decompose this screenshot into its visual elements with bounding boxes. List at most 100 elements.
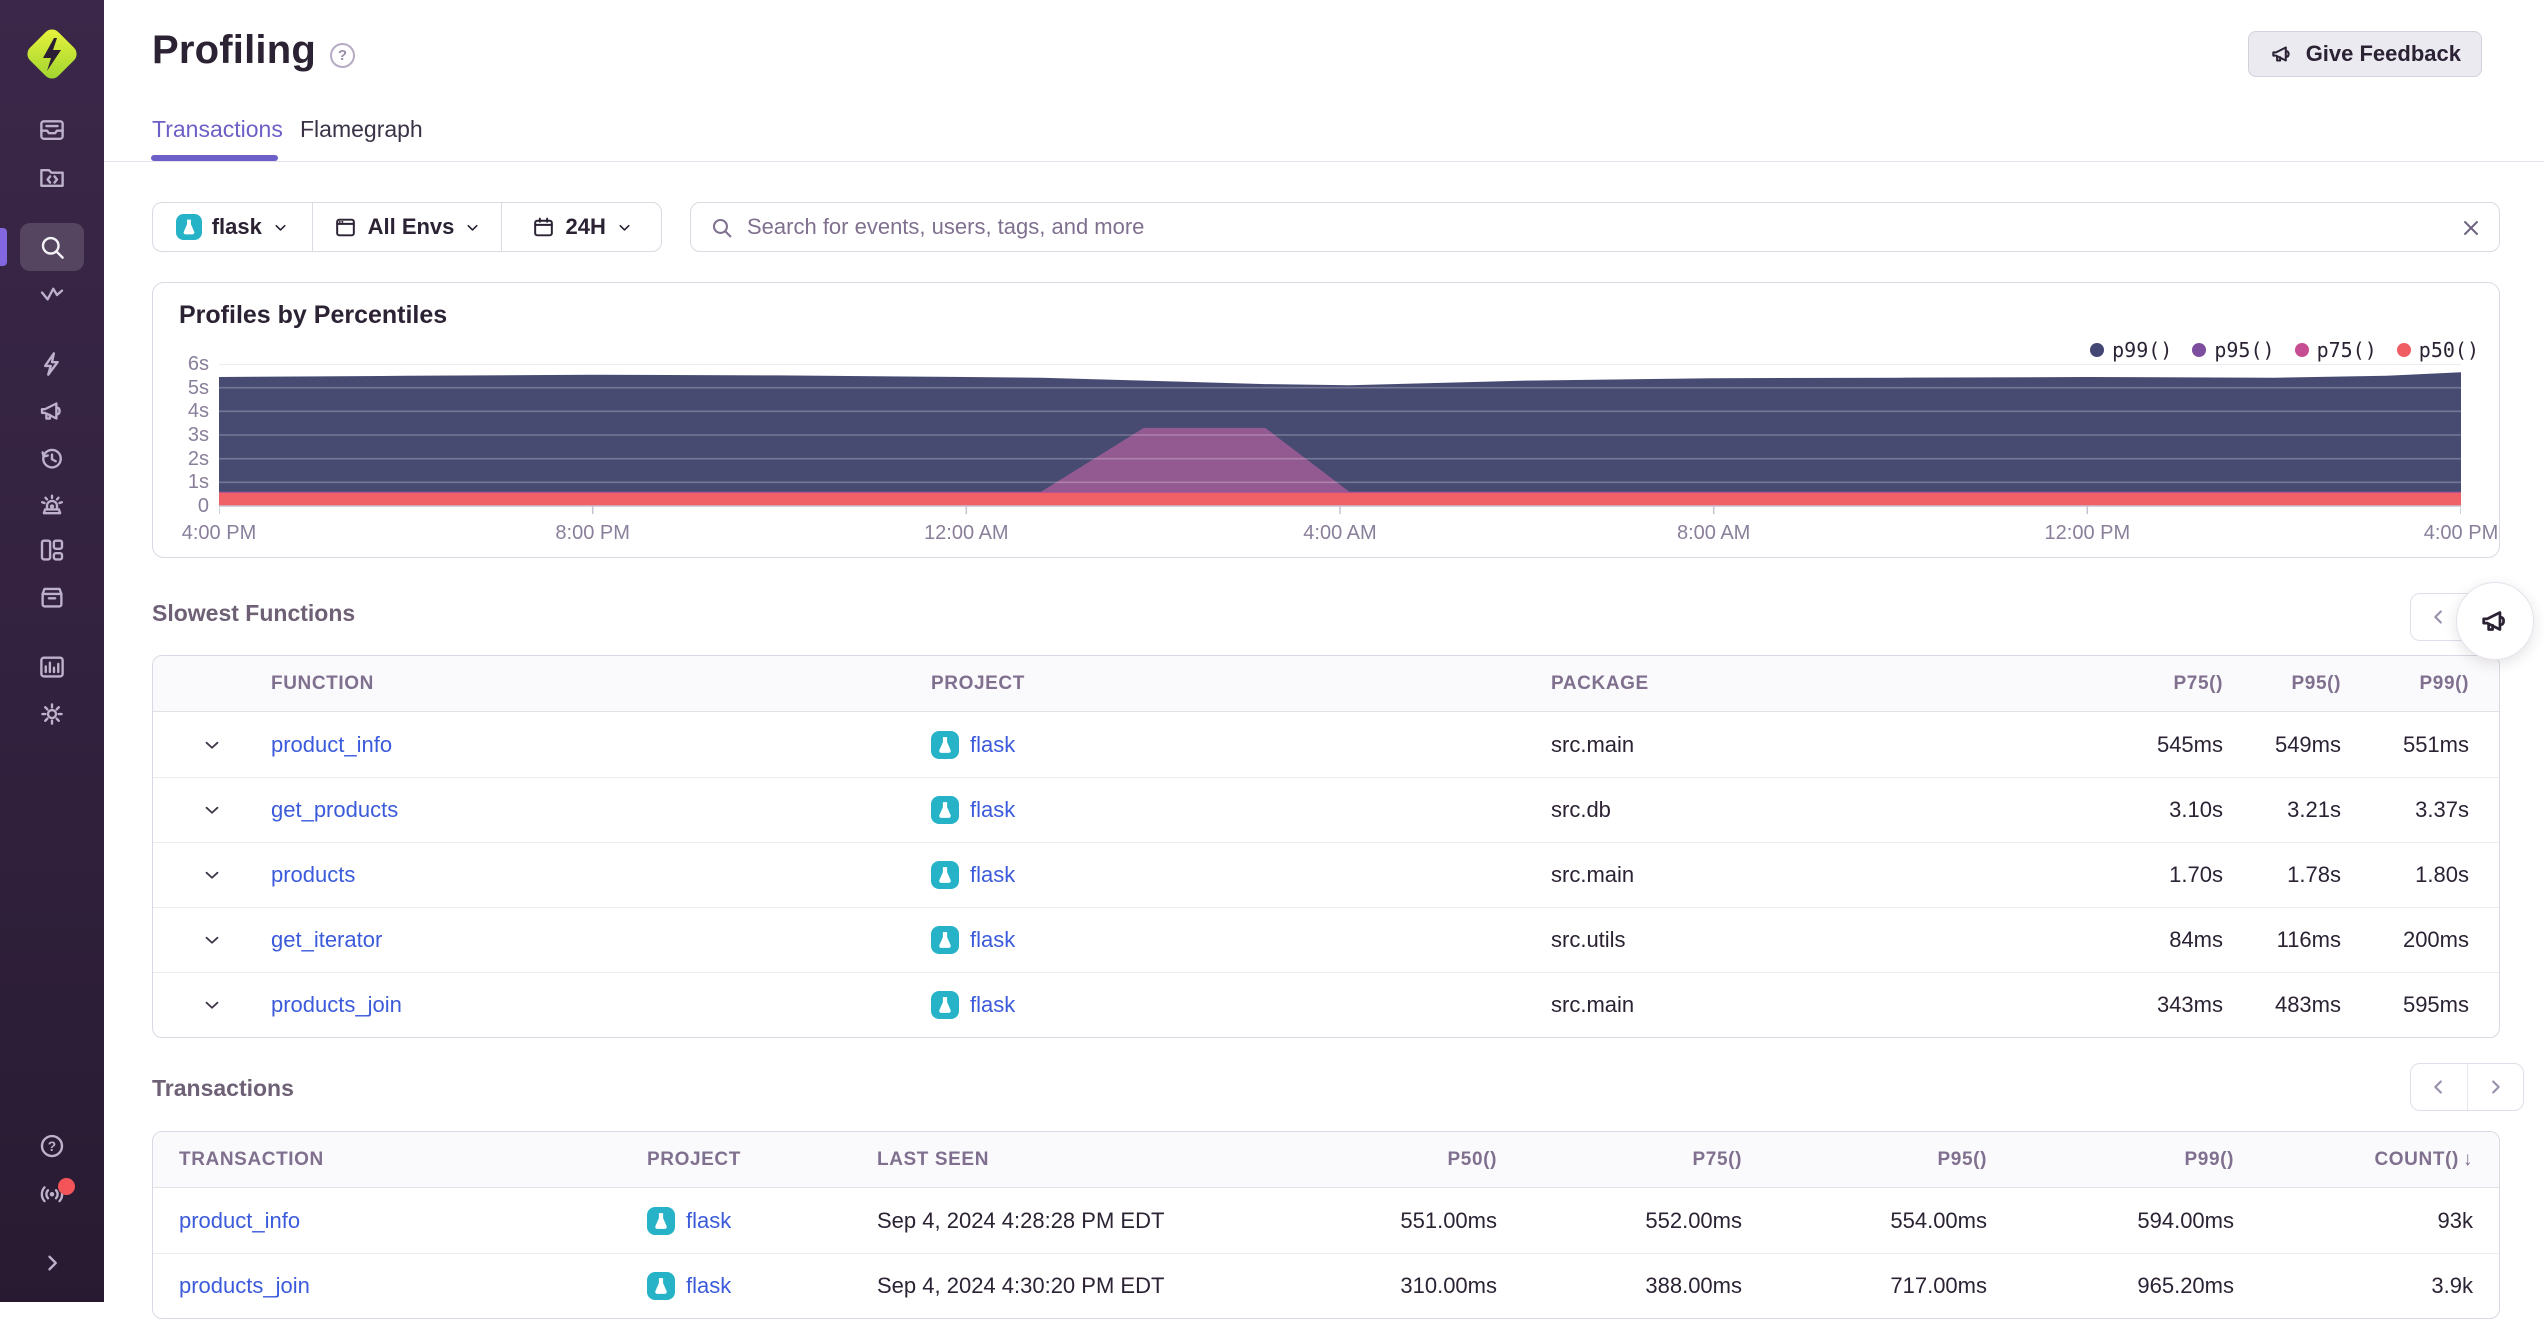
- column-header[interactable]: PROJECT: [647, 1148, 741, 1170]
- table-row: product_info flask Sep 4, 2024 4:28:28 PM …: [153, 1188, 2499, 1253]
- function-link[interactable]: products_join: [271, 992, 402, 1017]
- p99-value: 965.20ms: [2137, 1273, 2234, 1298]
- legend-dot: [2192, 343, 2207, 357]
- expand-chevron-icon: [205, 806, 219, 814]
- p75-value: 3.10s: [2169, 797, 2223, 822]
- table-row: get_iterator flask src.utils 84ms 116ms 200ms: [153, 907, 2499, 972]
- column-header[interactable]: P50(): [1447, 1148, 1497, 1170]
- function-link[interactable]: get_products: [271, 797, 399, 822]
- project-link[interactable]: flask: [970, 797, 1016, 822]
- give-feedback-button[interactable]: Give Feedback: [2247, 31, 2482, 77]
- dashboards-icon: [40, 539, 64, 561]
- sidebar-item-explore[interactable]: [20, 223, 84, 271]
- column-header[interactable]: PACKAGE: [1551, 672, 1649, 694]
- y-tick-label: 4s: [187, 400, 209, 423]
- p99-value: 595ms: [2402, 992, 2469, 1017]
- p99-value: 200ms: [2402, 927, 2469, 952]
- date-range-value: 24H: [565, 214, 606, 239]
- column-header[interactable]: LAST SEEN: [877, 1148, 990, 1170]
- function-link[interactable]: products: [271, 862, 356, 887]
- date-range-dropdown[interactable]: 24H: [501, 203, 661, 251]
- pager-next-button[interactable]: [2466, 1064, 2524, 1110]
- chevron-down-icon: [467, 224, 478, 231]
- function-link[interactable]: product_info: [271, 731, 393, 757]
- project-filter-dropdown[interactable]: flask: [153, 203, 312, 251]
- window-icon: [335, 218, 355, 236]
- lightning-icon: [43, 352, 59, 376]
- column-header[interactable]: P75(): [1692, 1148, 1742, 1170]
- project-link[interactable]: flask: [970, 862, 1016, 887]
- sidebar-item-alerts[interactable]: [20, 481, 84, 529]
- legend-item[interactable]: p75(): [2294, 338, 2377, 362]
- search-clear-button[interactable]: [2459, 216, 2483, 240]
- project-link[interactable]: flask: [970, 992, 1016, 1017]
- search-input[interactable]: [747, 214, 2443, 240]
- transactions-title: Transactions: [152, 1075, 294, 1101]
- expand-row-button[interactable]: [153, 799, 271, 821]
- column-header[interactable]: P99(): [2184, 1148, 2234, 1170]
- p95-value: 549ms: [2274, 731, 2341, 757]
- sentry-logo[interactable]: [20, 22, 84, 86]
- column-header[interactable]: COUNT() ↓: [2374, 1148, 2473, 1170]
- expand-row-button[interactable]: [153, 734, 271, 756]
- transaction-link[interactable]: product_info: [179, 1207, 301, 1233]
- sidebar-item-stats[interactable]: [20, 643, 84, 691]
- tab-flamegraph[interactable]: Flamegraph: [300, 116, 423, 142]
- project-link[interactable]: flask: [686, 1273, 732, 1298]
- sidebar-item-traces[interactable]: [20, 271, 84, 319]
- tab-transactions[interactable]: Transactions: [152, 116, 283, 142]
- floating-feedback-button[interactable]: [2456, 582, 2534, 660]
- percentiles-area-chart[interactable]: [219, 364, 2461, 516]
- flask-project-icon: [931, 730, 959, 759]
- pager-prev-button[interactable]: [2411, 1064, 2467, 1110]
- legend-item[interactable]: p95(): [2192, 338, 2275, 362]
- expand-row-button[interactable]: [153, 929, 271, 951]
- project-cell: flask: [647, 1206, 877, 1235]
- project-cell: flask: [647, 1272, 877, 1300]
- p99-value: 3.37s: [2415, 797, 2469, 822]
- pager-prev-button[interactable]: [2411, 594, 2467, 640]
- function-cell: product_info: [271, 732, 931, 758]
- expand-row-button[interactable]: [153, 994, 271, 1016]
- column-header[interactable]: PROJECT: [931, 672, 1025, 694]
- chevron-right-icon: [48, 1255, 57, 1271]
- sidebar-item-quick-start[interactable]: [20, 340, 84, 388]
- calendar-icon: [533, 217, 553, 236]
- legend-item[interactable]: p99(): [2090, 338, 2172, 362]
- function-link[interactable]: get_iterator: [271, 927, 383, 952]
- column-header[interactable]: TRANSACTION: [179, 1148, 324, 1170]
- chevron-down-icon: [619, 224, 630, 231]
- function-cell: get_products: [271, 797, 931, 823]
- function-cell: get_iterator: [271, 927, 931, 953]
- p95-value: 3.21s: [2287, 797, 2341, 822]
- sidebar-item-feedback[interactable]: [20, 387, 84, 435]
- sidebar-item-replays[interactable]: [20, 434, 84, 482]
- legend-label: p95(): [2214, 338, 2275, 362]
- column-header[interactable]: FUNCTION: [271, 672, 374, 694]
- environment-filter-dropdown[interactable]: All Envs: [311, 203, 502, 251]
- active-tab-underline: [151, 155, 278, 161]
- legend-item[interactable]: p50(): [2396, 338, 2479, 362]
- x-tick-label: 4:00 PM: [181, 522, 257, 544]
- project-link[interactable]: flask: [970, 927, 1016, 952]
- project-link[interactable]: flask: [686, 1207, 732, 1233]
- sidebar-item-settings[interactable]: [20, 690, 84, 738]
- sidebar-item-dashboards[interactable]: [20, 526, 84, 574]
- column-header[interactable]: P95(): [2291, 672, 2341, 694]
- column-header[interactable]: P95(): [1937, 1148, 1987, 1170]
- p75-value: 552.00ms: [1645, 1207, 1742, 1233]
- column-header[interactable]: P75(): [2173, 672, 2223, 694]
- transaction-link[interactable]: products_join: [179, 1273, 310, 1298]
- sidebar-collapse-button[interactable]: [20, 1239, 84, 1287]
- page-help-icon[interactable]: ?: [330, 43, 355, 68]
- sidebar-item-issues[interactable]: [20, 106, 84, 154]
- sidebar-item-projects[interactable]: [20, 153, 84, 201]
- expand-chevron-icon: [205, 1001, 219, 1009]
- sidebar-item-help[interactable]: ?: [20, 1122, 84, 1170]
- project-link[interactable]: flask: [970, 731, 1016, 757]
- sidebar-item-whats-new[interactable]: [20, 1169, 84, 1217]
- p50-value: 310.00ms: [1400, 1273, 1497, 1298]
- sidebar-item-releases[interactable]: [20, 573, 84, 621]
- column-header[interactable]: P99(): [2419, 672, 2469, 694]
- expand-row-button[interactable]: [153, 864, 271, 886]
